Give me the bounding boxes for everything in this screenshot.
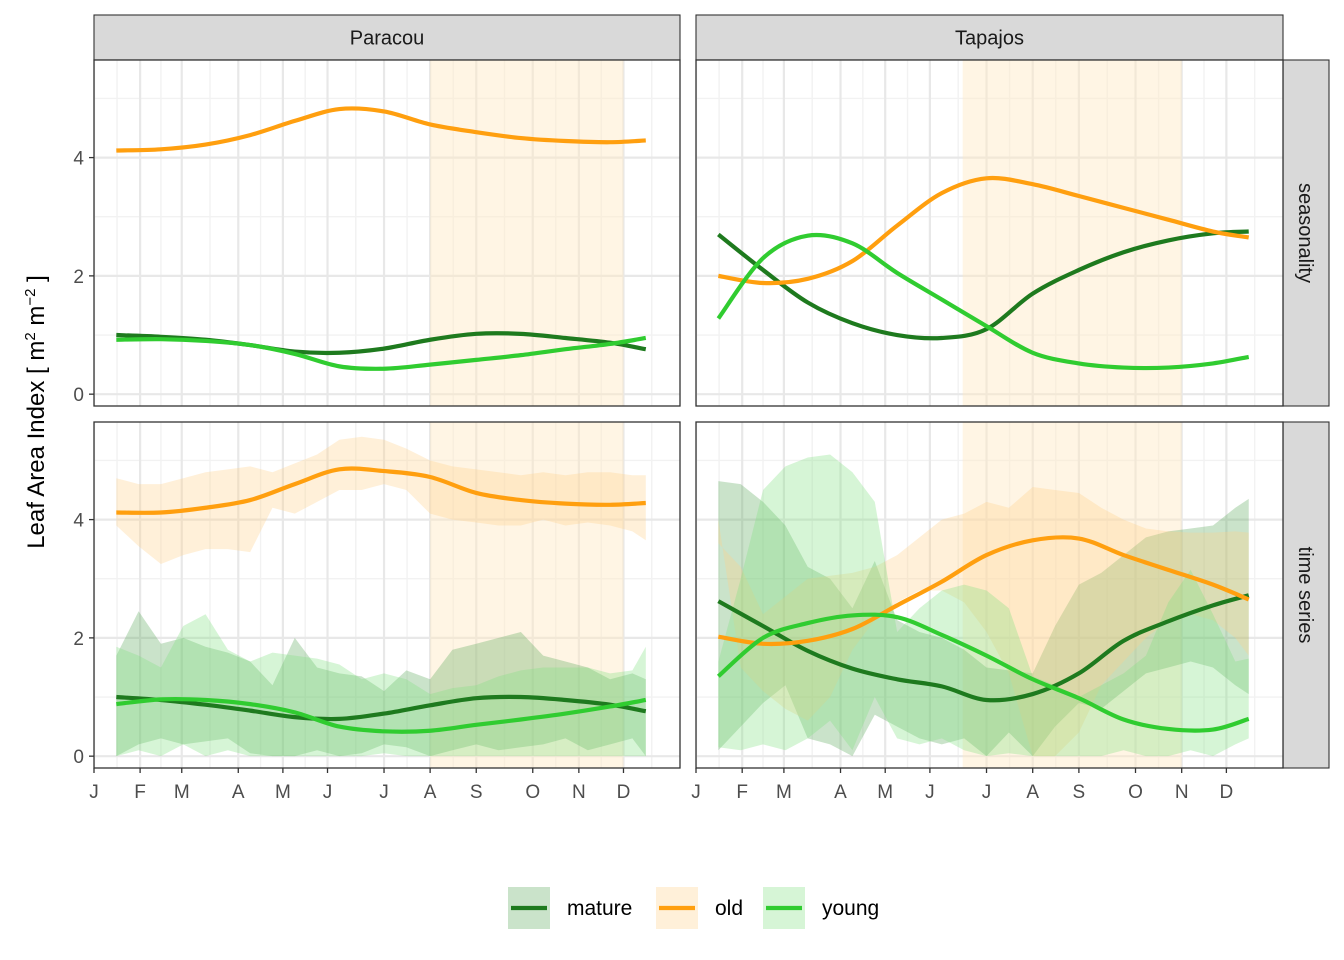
line-old	[116, 466, 646, 515]
x-tick-label: O	[1128, 782, 1143, 803]
panel-background	[696, 422, 1283, 768]
y-tick-label: 4	[73, 511, 84, 532]
x-tick-label: J	[691, 782, 701, 803]
x-tick-label: A	[834, 782, 847, 803]
dry-season-band	[962, 422, 1182, 768]
x-tick-label: S	[470, 782, 483, 803]
line-old	[718, 535, 1250, 647]
strip-time-series	[1282, 421, 1330, 769]
line-mature	[717, 229, 1249, 341]
panel-border	[93, 421, 681, 769]
x-tick-label: M	[877, 782, 893, 803]
line-mature	[717, 593, 1250, 703]
legend-label-old: old	[715, 897, 743, 920]
x-tick-label: J	[379, 782, 389, 803]
x-tick-label: J	[982, 782, 992, 803]
strip-paracou	[93, 14, 681, 61]
x-tick-label: D	[1220, 782, 1234, 803]
legend-key-young: young	[763, 887, 879, 929]
ribbon-mature	[718, 481, 1249, 757]
x-tick-label: J	[89, 782, 99, 803]
x-tick-label: M	[174, 782, 190, 803]
line-old	[116, 106, 646, 153]
strip-seasonality	[1282, 59, 1330, 407]
dry-season-band	[962, 60, 1182, 406]
panel-border	[93, 59, 681, 407]
panel-border	[695, 59, 1284, 407]
y-tick-label: 4	[73, 149, 84, 170]
panel-paracou-seasonality	[93, 59, 681, 407]
x-tick-label: M	[776, 782, 792, 803]
strip-label-paracou: Paracou	[350, 28, 425, 50]
strip-label-time-series: time series	[1294, 547, 1316, 644]
legend: mature old young	[508, 887, 879, 929]
x-tick-label: F	[736, 782, 748, 803]
panel-tapajos-time-series	[695, 421, 1284, 769]
x-tick-label: M	[275, 782, 291, 803]
x-tick-label: O	[525, 782, 540, 803]
legend-key-mature: mature	[508, 887, 632, 929]
x-tick-label: N	[1175, 782, 1189, 803]
line-young	[716, 612, 1250, 733]
x-tick-label: D	[617, 782, 631, 803]
panel-paracou-time-series	[93, 421, 681, 769]
legend-key-old: old	[656, 887, 743, 929]
y-tick-label: 0	[73, 385, 84, 406]
x-tick-label: A	[232, 782, 245, 803]
x-tick-label: S	[1073, 782, 1086, 803]
line-old	[717, 175, 1250, 286]
y-tick-label: 2	[73, 267, 84, 288]
y-tick-label: 2	[73, 629, 84, 650]
y-tick-label: 0	[73, 747, 84, 768]
line-young	[716, 232, 1250, 371]
x-tick-label: A	[1026, 782, 1039, 803]
y-axis-title: Leaf Area Index [ m2 m−2 ]	[22, 275, 50, 549]
panel-tapajos-seasonality	[695, 59, 1284, 407]
x-tick-label: J	[323, 782, 333, 803]
legend-label-young: young	[822, 897, 879, 920]
ribbon-young	[718, 454, 1249, 757]
legend-label-mature: mature	[567, 897, 632, 920]
x-tick-label: J	[925, 782, 935, 803]
panel-background	[696, 60, 1283, 406]
line-young	[116, 696, 647, 734]
strip-tapajos	[695, 14, 1284, 61]
panel-border	[695, 421, 1284, 769]
line-young	[116, 335, 647, 371]
line-mature	[116, 694, 647, 722]
x-tick-label: F	[134, 782, 146, 803]
x-tick-label: N	[572, 782, 586, 803]
x-tick-label: A	[424, 782, 437, 803]
strip-label-tapajos: Tapajos	[955, 28, 1024, 50]
ribbon-old	[116, 436, 646, 564]
strip-label-seasonality: seasonality	[1294, 183, 1316, 283]
